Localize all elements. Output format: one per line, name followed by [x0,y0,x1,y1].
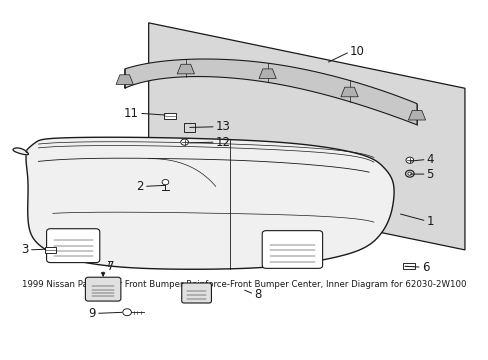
Polygon shape [116,75,133,84]
Polygon shape [259,69,276,78]
Text: 4: 4 [426,153,433,166]
Text: 1999 Nissan Pathfinder Front Bumper Reinforce-Front Bumper Center, Inner Diagram: 1999 Nissan Pathfinder Front Bumper Rein… [22,280,466,289]
FancyBboxPatch shape [182,283,211,303]
Text: 3: 3 [21,243,29,256]
Text: 2: 2 [136,180,143,193]
FancyBboxPatch shape [262,231,322,268]
Circle shape [405,170,413,177]
Text: 6: 6 [421,261,428,274]
Circle shape [181,139,188,145]
Polygon shape [26,137,393,269]
Circle shape [162,180,168,185]
Circle shape [407,172,411,175]
Text: 9: 9 [88,307,96,320]
Polygon shape [340,87,357,97]
Text: 13: 13 [215,120,230,133]
Text: 5: 5 [426,167,433,181]
Text: 10: 10 [349,45,364,58]
Circle shape [122,309,131,316]
Text: 11: 11 [124,107,139,120]
Polygon shape [124,59,416,125]
Polygon shape [13,148,28,155]
FancyBboxPatch shape [164,113,176,119]
FancyBboxPatch shape [402,263,414,269]
Text: 1: 1 [426,215,433,228]
Polygon shape [148,23,464,250]
Text: 8: 8 [254,288,261,301]
FancyBboxPatch shape [44,247,56,253]
Text: 12: 12 [215,136,230,149]
Polygon shape [407,111,425,120]
FancyBboxPatch shape [85,277,121,301]
Text: 7: 7 [106,260,114,273]
FancyBboxPatch shape [184,123,194,132]
FancyBboxPatch shape [46,229,100,262]
Circle shape [405,157,413,163]
Polygon shape [177,64,194,74]
